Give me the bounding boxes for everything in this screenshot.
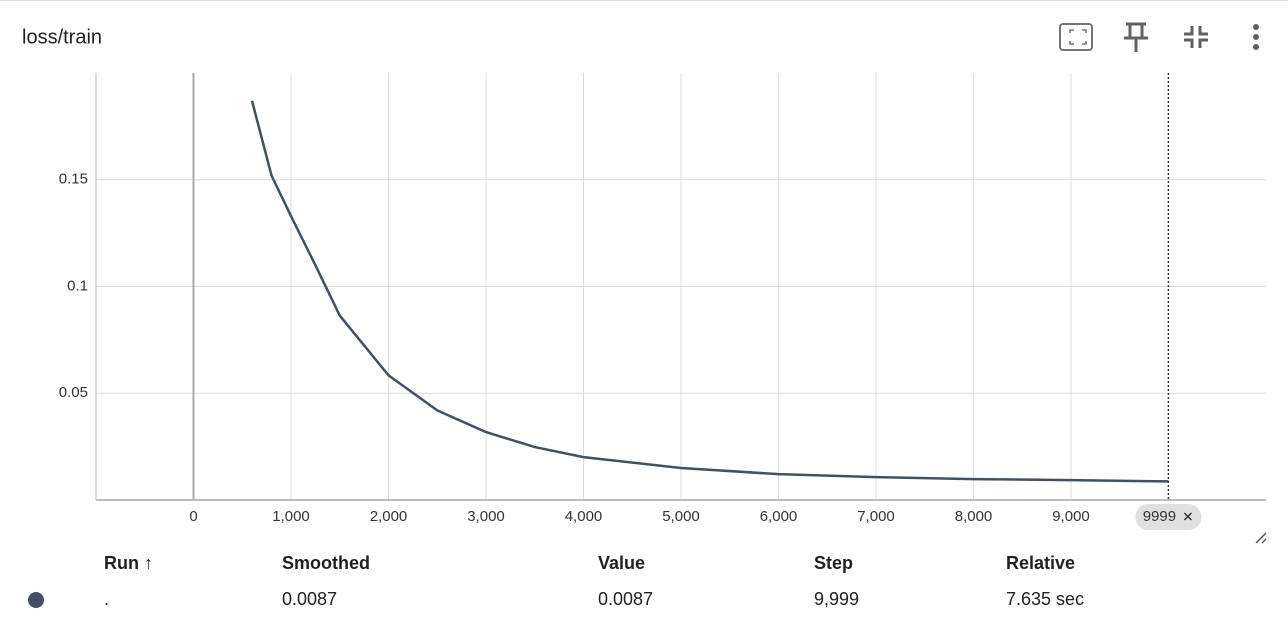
card-title: loss/train [22, 26, 102, 48]
x-tick-label: 7,000 [857, 508, 895, 525]
more-button[interactable] [1253, 24, 1259, 50]
x-tick-label: 6,000 [760, 508, 798, 525]
table-header: Run ↑ [104, 553, 153, 573]
y-tick-label: 0.15 [59, 171, 88, 188]
step-badge[interactable]: 9999 [1135, 504, 1202, 530]
x-tick-label: 8,000 [955, 508, 993, 525]
x-tick-label: 4,000 [565, 508, 603, 525]
resize-handle[interactable] [1255, 532, 1267, 544]
table-cell: . [104, 589, 109, 609]
y-tick-label: 0.1 [67, 277, 88, 294]
run-color-dot [28, 592, 44, 608]
x-tick-label: 3,000 [467, 508, 505, 525]
x-tick-label: 2,000 [370, 508, 408, 525]
table-cell: 7.635 sec [1006, 589, 1084, 609]
loss-line [250, 100, 1169, 483]
y-tick-label: 0.05 [59, 384, 88, 401]
table-cell: 0.0087 [598, 589, 653, 609]
table-header: Step [814, 553, 853, 573]
plot: 0.05 0.1 0.15 0 1,000 2,000 3,000 4,000 5,000 6,0… [59, 73, 1266, 530]
table-header: Smoothed [282, 553, 370, 573]
x-tick-label: 1,000 [272, 508, 310, 525]
pin-button[interactable] [1124, 22, 1148, 52]
x-tick-label: 5,000 [662, 508, 700, 525]
table-cell: 9,999 [814, 589, 859, 609]
step-badge-bg [1135, 504, 1202, 530]
table-header: Relative [1006, 553, 1075, 573]
fullscreen-button[interactable] [1059, 23, 1093, 51]
table-header: Value [598, 553, 645, 573]
collapse-button[interactable] [1184, 26, 1208, 48]
x-tick-label: 0 [189, 508, 197, 525]
step-badge-label: 9999 [1143, 508, 1176, 525]
table-cell: 0.0087 [282, 589, 337, 609]
x-tick-label: 9,000 [1052, 508, 1090, 525]
step-badge-close [1183, 512, 1192, 521]
data-table: Run ↑ Smoothed Value Step Relative. 0.0087 0.0… [28, 553, 1084, 609]
